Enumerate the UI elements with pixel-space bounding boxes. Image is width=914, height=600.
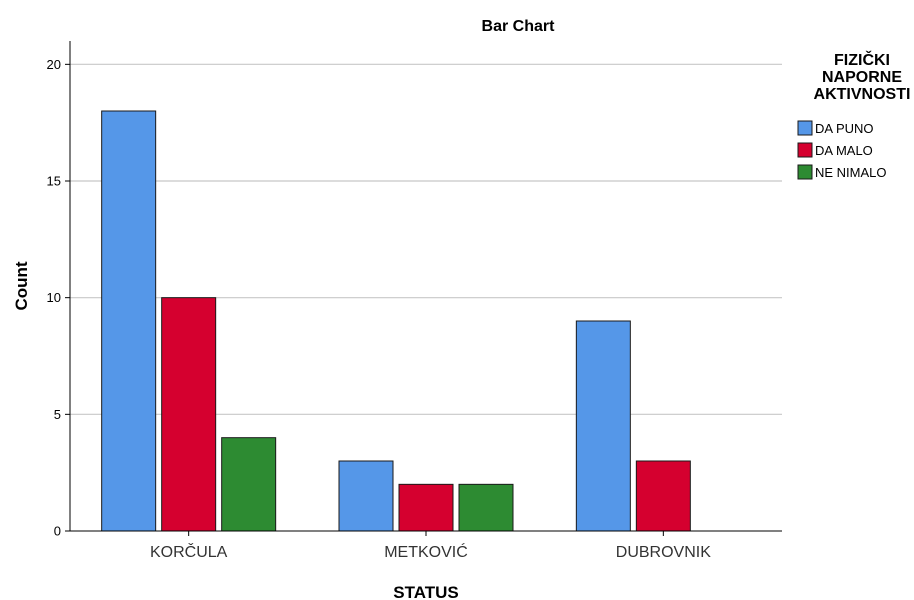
legend-label: NE NIMALO bbox=[815, 165, 887, 180]
chart-title: Bar Chart bbox=[482, 18, 556, 35]
y-tick-label: 20 bbox=[47, 57, 61, 72]
legend-swatch bbox=[797, 120, 813, 136]
x-tick-label: METKOVIĆ bbox=[384, 542, 468, 561]
x-ticks: KORČULA METKOVIĆ DUBROVNIK bbox=[150, 531, 711, 561]
legend-title: FIZIČKI bbox=[834, 50, 890, 69]
x-tick-label: DUBROVNIK bbox=[616, 544, 711, 561]
bar bbox=[398, 483, 454, 532]
bar bbox=[458, 483, 514, 532]
legend-title: AKTIVNOSTI bbox=[814, 86, 911, 103]
x-axis-label: STATUS bbox=[393, 583, 458, 600]
y-axis-label: Count bbox=[12, 261, 31, 310]
y-ticks: 0 5 10 15 20 bbox=[47, 57, 70, 539]
legend-label: DA MALO bbox=[815, 143, 873, 158]
bar bbox=[221, 437, 277, 532]
bar bbox=[161, 297, 217, 532]
legend-label: DA PUNO bbox=[815, 121, 874, 136]
y-tick-label: 15 bbox=[47, 174, 61, 189]
bar bbox=[338, 460, 394, 532]
bars bbox=[101, 110, 691, 532]
bar bbox=[101, 110, 157, 532]
y-tick-label: 10 bbox=[47, 290, 61, 305]
bar bbox=[635, 460, 691, 532]
bar bbox=[575, 320, 631, 532]
y-tick-label: 5 bbox=[54, 407, 61, 422]
x-tick-label: KORČULA bbox=[150, 542, 228, 561]
legend-title: NAPORNE bbox=[822, 69, 902, 86]
legend-swatch bbox=[797, 164, 813, 180]
y-tick-label: 0 bbox=[54, 524, 61, 539]
legend-swatch bbox=[797, 142, 813, 158]
